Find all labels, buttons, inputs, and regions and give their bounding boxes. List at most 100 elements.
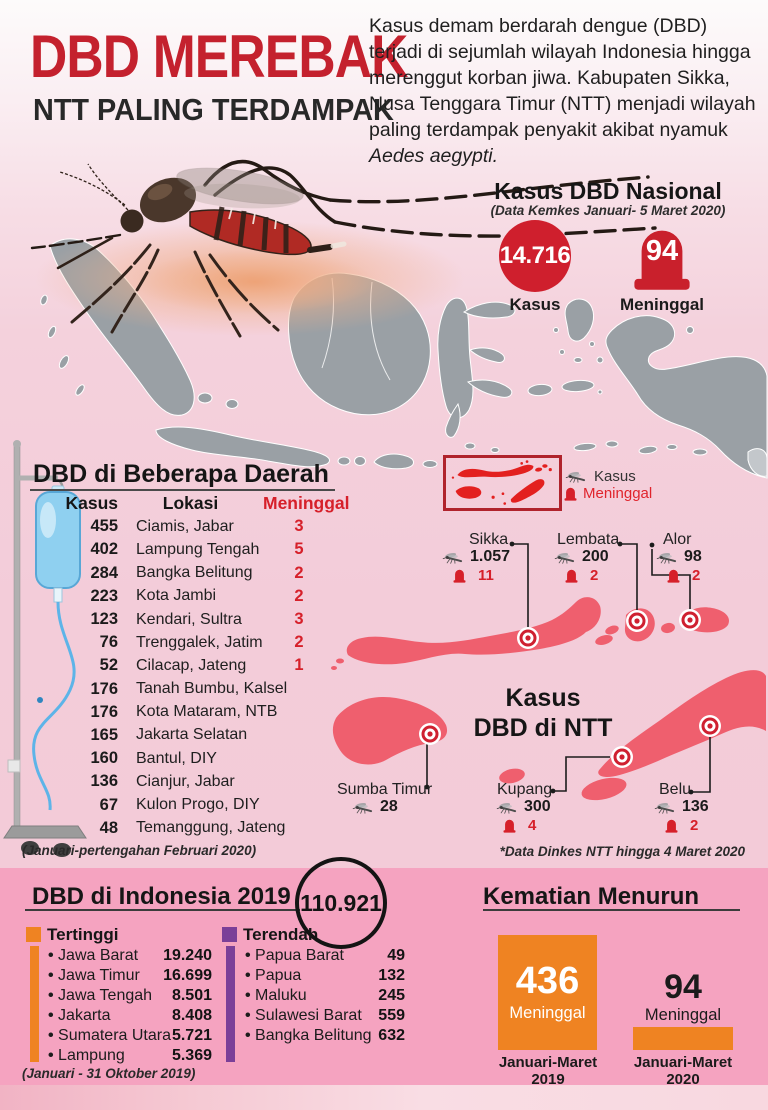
kasus-cell: 67 bbox=[99, 795, 118, 814]
province-name: Sumatera Utara bbox=[48, 1027, 171, 1045]
meninggal-cell: 2 bbox=[294, 563, 304, 582]
location-label-kupang: Kupang 300 4 bbox=[495, 781, 553, 834]
indonesia2019-rule bbox=[25, 909, 300, 911]
lokasi-cell: Temanggung, Jateng bbox=[136, 819, 286, 837]
kematian-2020-label: Meninggal bbox=[644, 1006, 722, 1024]
lokasi-cell: Bangka Belitung bbox=[136, 564, 253, 582]
lokasi-cell: Kota Mataram, NTB bbox=[136, 703, 278, 721]
terendah-list: Papua Barat 49 Papua 132 Maluku 245 Sula… bbox=[245, 946, 405, 1046]
list-item: Lampung 5.369 bbox=[48, 1047, 212, 1065]
tombstone-icon bbox=[503, 818, 516, 833]
kasus-cell: 455 bbox=[90, 517, 118, 536]
nasional-kasus-circle: 14.716 bbox=[499, 220, 571, 292]
daerah-title: DBD di Beberapa Daerah bbox=[33, 460, 329, 488]
meninggal-cell: 2 bbox=[294, 633, 304, 652]
lokasi-cell: Kendari, Sultra bbox=[136, 610, 242, 628]
legend-kasus-label: Kasus bbox=[594, 468, 636, 485]
lokasi-cell: Bantul, DIY bbox=[136, 749, 217, 767]
location-meninggal: 11 bbox=[478, 566, 494, 584]
lokasi-cell: Kota Jambi bbox=[136, 587, 217, 605]
indonesia2019-footnote: (Januari - 31 Oktober 2019) bbox=[22, 1066, 196, 1081]
location-label-alor: Alor 98 2 bbox=[655, 531, 702, 584]
mosquito-icon bbox=[351, 801, 375, 814]
lokasi-cell: Trenggalek, Jatim bbox=[136, 633, 263, 651]
province-value: 5.721 bbox=[171, 1027, 212, 1044]
province-value: 8.501 bbox=[171, 987, 212, 1004]
location-name: Kupang bbox=[497, 781, 553, 798]
province-value: 132 bbox=[378, 967, 405, 984]
kasus-cell: 160 bbox=[90, 749, 118, 768]
ntt-inset-map bbox=[443, 455, 562, 511]
province-value: 245 bbox=[378, 987, 405, 1004]
legend-meninggal-label: Meninggal bbox=[583, 485, 653, 502]
col-header-meninggal: Meninggal bbox=[263, 493, 350, 514]
meninggal-cell: 2 bbox=[294, 586, 304, 605]
province-value: 8.408 bbox=[171, 1007, 212, 1024]
province-name: Jawa Barat bbox=[48, 947, 138, 965]
location-name: Belu bbox=[659, 781, 692, 798]
page-title: DBD MEREBAK bbox=[30, 23, 408, 90]
kasus-cell: 136 bbox=[90, 772, 118, 791]
nasional-subtitle: (Data Kemkes Januari- 5 Maret 2020) bbox=[490, 203, 726, 218]
daerah-footnote: (Januari-pertengahan Februari 2020) bbox=[22, 843, 257, 858]
location-name: Alor bbox=[663, 531, 692, 548]
kasus-cell: 52 bbox=[99, 656, 118, 675]
province-name: Papua Barat bbox=[245, 947, 344, 965]
intro-species-name: Aedes aegypti. bbox=[369, 145, 499, 167]
location-kasus: 200 bbox=[582, 548, 609, 565]
nasional-kasus-label: Kasus bbox=[509, 295, 561, 314]
terendah-label: Terendah bbox=[243, 925, 319, 944]
mosquito-icon bbox=[655, 551, 679, 564]
iv-drip-illustration bbox=[3, 440, 87, 857]
province-value: 16.699 bbox=[163, 967, 212, 984]
location-kasus: 136 bbox=[682, 798, 709, 815]
total-value: 110.921 bbox=[300, 889, 382, 916]
tombstone-icon bbox=[564, 486, 577, 501]
kasus-cell: 284 bbox=[90, 563, 118, 582]
lokasi-cell: Tanah Bumbu, Kalsel bbox=[136, 680, 288, 698]
ntt-title-line1: Kasus bbox=[505, 684, 581, 712]
location-meninggal: 2 bbox=[692, 566, 701, 584]
location-name: Lembata bbox=[557, 531, 620, 548]
province-name: Jakarta bbox=[48, 1007, 110, 1025]
province-value: 559 bbox=[378, 1007, 405, 1024]
list-item: Sumatera Utara 5.721 bbox=[48, 1027, 212, 1045]
kasus-cell: 176 bbox=[90, 702, 118, 721]
list-item: Jawa Tengah 8.501 bbox=[48, 987, 212, 1005]
kematian-bar-2020 bbox=[633, 1027, 733, 1050]
nasional-title: Kasus DBD Nasional bbox=[494, 178, 722, 204]
province-name: Maluku bbox=[245, 987, 307, 1005]
kematian-rule bbox=[483, 909, 740, 911]
lokasi-cell: Jakarta Selatan bbox=[136, 726, 248, 744]
indonesia2019-title: DBD di Indonesia 2019 bbox=[32, 883, 291, 910]
list-item: Papua 132 bbox=[245, 967, 405, 985]
tertinggi-label: Tertinggi bbox=[47, 925, 119, 944]
page-subtitle: NTT PALING TERDAMPAK bbox=[33, 92, 394, 127]
ntt-map bbox=[331, 541, 766, 801]
kematian-bar-2019: 436 Meninggal bbox=[498, 935, 597, 1050]
nasional-meninggal-value: 94 bbox=[645, 235, 679, 267]
location-label-belu: Belu 136 2 bbox=[653, 781, 709, 834]
province-value: 5.369 bbox=[171, 1047, 212, 1064]
tombstone-icon bbox=[665, 818, 678, 833]
terendah-square-icon bbox=[222, 927, 237, 942]
lokasi-cell: Kulon Progo, DIY bbox=[136, 796, 260, 814]
province-name: Bangka Belitung bbox=[245, 1027, 372, 1045]
kasus-cell: 402 bbox=[90, 540, 118, 559]
province-name: Lampung bbox=[48, 1047, 125, 1065]
mosquito-icon bbox=[553, 551, 577, 564]
list-item: Jawa Barat 19.240 bbox=[48, 947, 212, 965]
ntt-title-line2: DBD di NTT bbox=[473, 714, 613, 742]
ntt-footnote: *Data Dinkes NTT hingga 4 Maret 2020 bbox=[499, 844, 745, 859]
lokasi-cell: Lampung Tengah bbox=[136, 540, 260, 558]
kasus-cell: 48 bbox=[99, 818, 118, 837]
daerah-table: Kasus Lokasi Meninggal 455 Ciamis, Jabar… bbox=[55, 492, 350, 840]
kematian-2019-period: Januari-Maret 2019 bbox=[498, 1054, 598, 1088]
location-label-sumba-timur: Sumba Timur 28 bbox=[337, 781, 432, 815]
nasional-meninggal-label: Meninggal bbox=[619, 295, 705, 314]
kasus-cell: 76 bbox=[99, 633, 118, 652]
list-item: Jawa Timur 16.699 bbox=[48, 967, 212, 985]
location-kasus: 98 bbox=[684, 548, 702, 565]
col-header-kasus: Kasus bbox=[65, 493, 118, 514]
